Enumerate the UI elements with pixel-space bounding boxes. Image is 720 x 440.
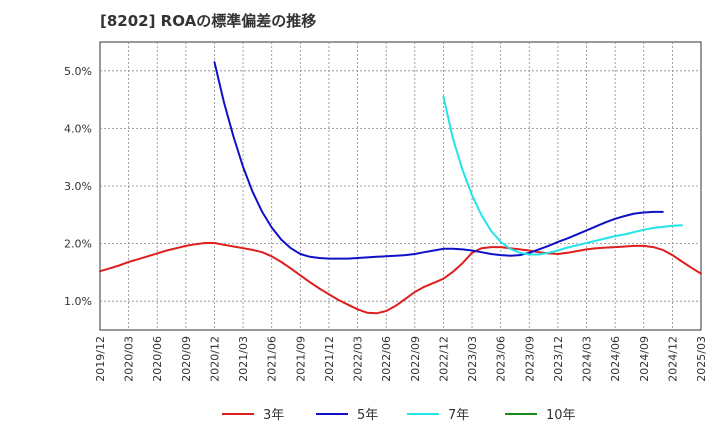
y-tick-label: 5.0%	[64, 65, 92, 78]
x-tick-label: 2024/09	[638, 336, 651, 382]
chart-title: [8202] ROAの標準偏差の推移	[100, 12, 317, 30]
x-tick-label: 2021/12	[323, 336, 336, 382]
series-line-7年	[442, 95, 683, 256]
x-tick-label: 2024/06	[609, 336, 622, 382]
x-tick-label: 2021/09	[294, 336, 307, 382]
legend-label: 7年	[448, 408, 469, 423]
x-tick-label: 2022/06	[380, 336, 393, 382]
y-tick-label: 4.0%	[64, 122, 92, 135]
legend-label: 10年	[546, 408, 576, 423]
x-tick-label: 2024/12	[666, 336, 679, 382]
x-tick-label: 2024/03	[581, 336, 594, 382]
series-line-5年	[213, 61, 664, 260]
x-tick-label: 2025/03	[695, 336, 708, 382]
x-tick-label: 2023/06	[495, 336, 508, 382]
x-tick-label: 2020/03	[123, 336, 136, 382]
x-tick-label: 2019/12	[94, 336, 107, 382]
x-tick-label: 2021/03	[237, 336, 250, 382]
y-tick-label: 2.0%	[64, 238, 92, 251]
x-tick-label: 2022/03	[352, 336, 365, 382]
x-tick-label: 2020/09	[180, 336, 193, 382]
y-tick-label: 3.0%	[64, 180, 92, 193]
x-tick-label: 2020/06	[151, 336, 164, 382]
x-tick-label: 2022/12	[437, 336, 450, 382]
legend-label: 3年	[263, 408, 284, 423]
x-tick-label: 2023/12	[552, 336, 565, 382]
y-tick-label: 1.0%	[64, 295, 92, 308]
x-tick-label: 2023/03	[466, 336, 479, 382]
legend-label: 5年	[357, 408, 378, 423]
x-tick-label: 2020/12	[208, 336, 221, 382]
x-tick-label: 2021/06	[266, 336, 279, 382]
series-line-3年	[99, 242, 702, 315]
x-tick-label: 2023/09	[523, 336, 536, 382]
x-tick-label: 2022/09	[409, 336, 422, 382]
